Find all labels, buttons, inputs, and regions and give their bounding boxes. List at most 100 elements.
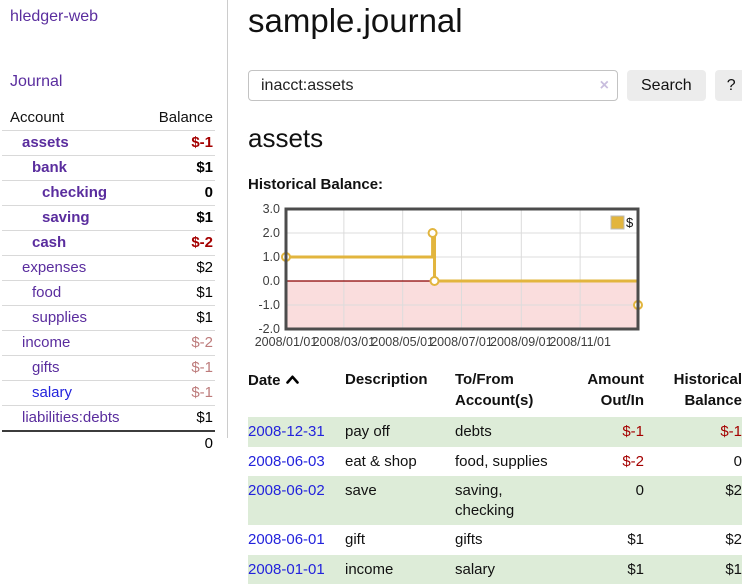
account-cell: liabilities:debts — [2, 406, 146, 432]
transaction-balance: $2 — [644, 525, 742, 555]
account-cell: food — [2, 281, 146, 306]
chart-svg: $3.02.01.00.0-1.0-2.02008/01/012008/03/0… — [248, 201, 646, 353]
transactions-header-date[interactable]: Date — [248, 365, 345, 417]
transaction-balance: $2 — [644, 476, 742, 525]
account-row: bank $1 — [2, 156, 215, 181]
transaction-balance: $1 — [644, 555, 742, 584]
account-row: liabilities:debts $1 — [2, 406, 215, 432]
sidebar-nav: Journal — [10, 73, 227, 91]
transaction-date-link[interactable]: 2008-06-01 — [248, 531, 325, 548]
transaction-description: income — [345, 555, 455, 584]
search-box: × — [248, 70, 618, 101]
transaction-accounts: salary — [455, 555, 583, 584]
transaction-date-link[interactable]: 2008-01-01 — [248, 561, 325, 578]
account-cell: bank — [2, 156, 146, 181]
transaction-date-link[interactable]: 2008-06-02 — [248, 482, 325, 499]
account-cell: salary — [2, 381, 146, 406]
svg-text:$: $ — [626, 215, 634, 230]
account-link-income[interactable]: income — [22, 334, 70, 351]
svg-text:2008/09/01: 2008/09/01 — [490, 335, 553, 349]
account-link-cash[interactable]: cash — [32, 234, 66, 251]
account-link-assets[interactable]: assets — [22, 134, 69, 151]
accounts-total-spacer — [2, 431, 146, 456]
transaction-date-cell: 2008-12-31 — [248, 417, 345, 447]
transaction-description: gift — [345, 525, 455, 555]
account-row: gifts $-1 — [2, 356, 215, 381]
transaction-amount: $-2 — [583, 447, 644, 477]
account-cell: saving — [2, 206, 146, 231]
account-row: supplies$1 — [2, 306, 215, 331]
app-title-link[interactable]: hledger-web — [10, 8, 98, 25]
svg-text:2.0: 2.0 — [263, 226, 280, 240]
transaction-description: save — [345, 476, 455, 525]
svg-text:3.0: 3.0 — [263, 202, 280, 216]
transactions-header-date-label: Date — [248, 372, 281, 389]
transactions-header-balance: Historical Balance — [644, 365, 742, 417]
account-balance: $-2 — [146, 231, 215, 256]
account-balance: $-2 — [146, 331, 215, 356]
account-balance: 0 — [146, 181, 215, 206]
transaction-accounts: food, supplies — [455, 447, 583, 477]
accounts-header-account: Account — [2, 106, 146, 131]
transactions-table: Date Description To/From Account(s) Amou… — [248, 365, 742, 584]
account-link-bank[interactable]: bank — [32, 159, 67, 176]
account-row: salary$-1 — [2, 381, 215, 406]
account-cell: supplies — [2, 306, 146, 331]
account-row: saving $1 — [2, 206, 215, 231]
account-link-saving[interactable]: saving — [42, 209, 90, 226]
account-balance: $1 — [146, 156, 215, 181]
transaction-date-cell: 2008-01-01 — [248, 555, 345, 584]
accounts-header-row: Account Balance — [2, 106, 215, 131]
transaction-date-link[interactable]: 2008-12-31 — [248, 423, 325, 440]
account-balance: $-1 — [146, 131, 215, 156]
account-row: assets $-1 — [2, 131, 215, 156]
account-cell: cash — [2, 231, 146, 256]
transaction-amount: 0 — [583, 476, 644, 525]
account-cell: expenses — [2, 256, 146, 281]
account-balance: $1 — [146, 206, 215, 231]
svg-text:-1.0: -1.0 — [258, 298, 280, 312]
svg-text:2008/11/01: 2008/11/01 — [549, 335, 611, 349]
transactions-header-description: Description — [345, 365, 455, 417]
svg-text:2008/07/01: 2008/07/01 — [430, 335, 493, 349]
transaction-date-cell: 2008-06-02 — [248, 476, 345, 525]
account-balance: $1 — [146, 281, 215, 306]
search-button[interactable]: Search — [627, 70, 706, 101]
transaction-description: eat & shop — [345, 447, 455, 477]
account-heading: assets — [248, 123, 742, 154]
clear-search-icon[interactable]: × — [600, 76, 609, 95]
svg-text:2008/03/01: 2008/03/01 — [313, 335, 376, 349]
svg-text:2008/05/01: 2008/05/01 — [371, 335, 434, 349]
account-balance: $2 — [146, 256, 215, 281]
account-row: cash $-2 — [2, 231, 215, 256]
account-link-gifts[interactable]: gifts — [32, 359, 60, 376]
page-title: sample.journal — [248, 2, 742, 40]
transaction-amount: $1 — [583, 525, 644, 555]
transaction-accounts: debts — [455, 417, 583, 447]
account-link-supplies[interactable]: supplies — [32, 309, 87, 326]
transaction-date-cell: 2008-06-03 — [248, 447, 345, 477]
svg-text:1.0: 1.0 — [263, 250, 280, 264]
svg-text:-2.0: -2.0 — [258, 322, 280, 336]
account-cell: checking — [2, 181, 146, 206]
account-link-expenses[interactable]: expenses — [22, 259, 86, 276]
help-button[interactable]: ? — [715, 70, 742, 101]
account-link-food[interactable]: food — [32, 284, 61, 301]
search-input[interactable] — [248, 70, 618, 101]
account-link-checking[interactable]: checking — [42, 184, 107, 201]
sort-ascending-icon — [286, 369, 299, 390]
transaction-amount: $-1 — [583, 417, 644, 447]
nav-journal-link[interactable]: Journal — [10, 73, 62, 90]
svg-text:2008/01/01: 2008/01/01 — [255, 335, 318, 349]
account-balance: $1 — [146, 406, 215, 432]
account-link-liabilities-debts[interactable]: liabilities:debts — [22, 409, 120, 426]
transaction-date-link[interactable]: 2008-06-03 — [248, 453, 325, 470]
account-link-salary[interactable]: salary — [32, 384, 72, 401]
account-balance: $-1 — [146, 356, 215, 381]
